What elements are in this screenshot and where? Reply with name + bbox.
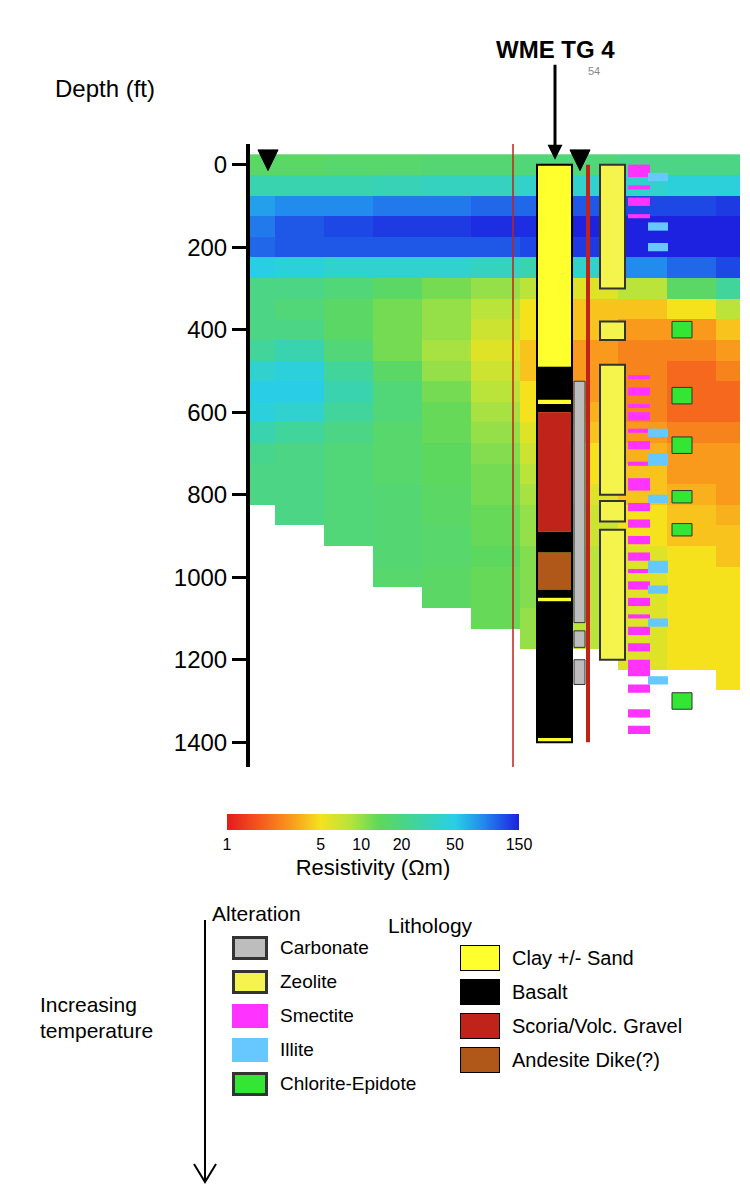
- html-text:Andesite Dike(?): Andesite Dike(?): [512, 1049, 660, 1071]
- html-text:Increasing temperature: Increasing temperature: [40, 993, 154, 1042]
- svg-text:1: 1: [223, 836, 232, 853]
- svg-text:5: 5: [316, 836, 325, 853]
- svg-text:50: 50: [446, 836, 464, 853]
- svg-text:10: 10: [352, 836, 370, 853]
- html-text:Illite: Illite: [280, 1039, 314, 1060]
- svg-text:1200: 1200: [174, 646, 227, 673]
- html-text:Basalt: Basalt: [512, 981, 568, 1003]
- svg-text:Depth (ft): Depth (ft): [55, 75, 155, 102]
- svg-text:200: 200: [187, 234, 227, 261]
- svg-text:0: 0: [214, 151, 227, 178]
- html-text:Scoria/Volc. Gravel: Scoria/Volc. Gravel: [512, 1015, 683, 1037]
- html-text:Clay +/- Sand: Clay +/- Sand: [512, 947, 634, 969]
- html-text:Smectite: Smectite: [280, 1005, 354, 1026]
- svg-text:54: 54: [588, 65, 600, 77]
- svg-text:1000: 1000: [174, 564, 227, 591]
- html-text:Carbonate: Carbonate: [280, 937, 369, 958]
- html-text:Alteration: Alteration: [212, 902, 301, 925]
- html-text:Zeolite: Zeolite: [280, 971, 337, 992]
- svg-text:WME TG 4: WME TG 4: [496, 36, 615, 63]
- html-text:Chlorite-Epidote: Chlorite-Epidote: [280, 1073, 417, 1094]
- svg-text:1400: 1400: [174, 729, 227, 756]
- svg-text:600: 600: [187, 399, 227, 426]
- svg-text:Resistivity (Ωm): Resistivity (Ωm): [296, 855, 451, 880]
- svg-text:150: 150: [506, 836, 533, 853]
- svg-text:20: 20: [393, 836, 411, 853]
- svg-text:400: 400: [187, 316, 227, 343]
- html-text:Lithology: Lithology: [388, 914, 473, 937]
- svg-text:800: 800: [187, 481, 227, 508]
